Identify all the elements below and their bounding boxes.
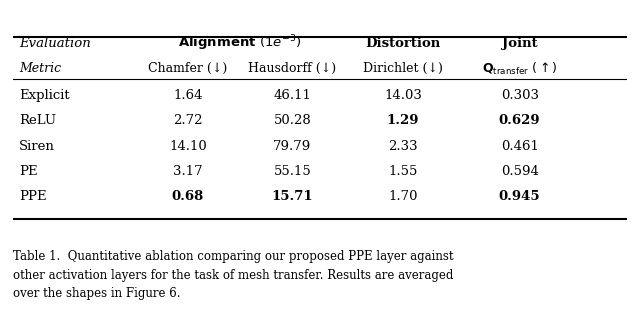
Text: Hausdorff (↓): Hausdorff (↓) (248, 62, 337, 75)
Text: 3.17: 3.17 (173, 165, 203, 178)
Text: Dirichlet (↓): Dirichlet (↓) (363, 62, 443, 75)
Text: PPE: PPE (19, 190, 47, 203)
Text: 14.03: 14.03 (384, 89, 422, 102)
Text: 15.71: 15.71 (271, 190, 313, 203)
Text: 79.79: 79.79 (273, 140, 312, 153)
Text: Evaluation: Evaluation (19, 37, 91, 50)
Text: 1.29: 1.29 (387, 114, 419, 127)
Text: Table 1.  Quantitative ablation comparing our proposed PPE layer against
other a: Table 1. Quantitative ablation comparing… (13, 250, 453, 300)
Text: Explicit: Explicit (19, 89, 70, 102)
Text: Joint: Joint (502, 37, 538, 50)
Text: 1.70: 1.70 (388, 190, 418, 203)
Text: 0.461: 0.461 (500, 140, 539, 153)
Text: Chamfer (↓): Chamfer (↓) (148, 62, 228, 75)
Text: 0.303: 0.303 (500, 89, 539, 102)
Text: 55.15: 55.15 (273, 165, 311, 178)
Text: 0.945: 0.945 (499, 190, 541, 203)
Text: 0.594: 0.594 (500, 165, 539, 178)
Text: 46.11: 46.11 (273, 89, 311, 102)
Text: $\mathbf{Q}_{\mathrm{transfer}}\ (\uparrow)$: $\mathbf{Q}_{\mathrm{transfer}}\ (\uparr… (482, 61, 557, 77)
Text: Distortion: Distortion (365, 37, 440, 50)
Text: 1.55: 1.55 (388, 165, 418, 178)
Text: Metric: Metric (19, 62, 61, 75)
Text: Siren: Siren (19, 140, 55, 153)
Text: 14.10: 14.10 (169, 140, 207, 153)
Text: 1.64: 1.64 (173, 89, 203, 102)
Text: ReLU: ReLU (19, 114, 56, 127)
Text: PE: PE (19, 165, 38, 178)
Text: 2.72: 2.72 (173, 114, 203, 127)
Text: 0.629: 0.629 (499, 114, 541, 127)
Text: $\mathbf{Alignment}\ (1e^{-3})$: $\mathbf{Alignment}\ (1e^{-3})$ (179, 33, 302, 53)
Text: 0.68: 0.68 (172, 190, 204, 203)
Text: 50.28: 50.28 (273, 114, 311, 127)
Text: 2.33: 2.33 (388, 140, 418, 153)
